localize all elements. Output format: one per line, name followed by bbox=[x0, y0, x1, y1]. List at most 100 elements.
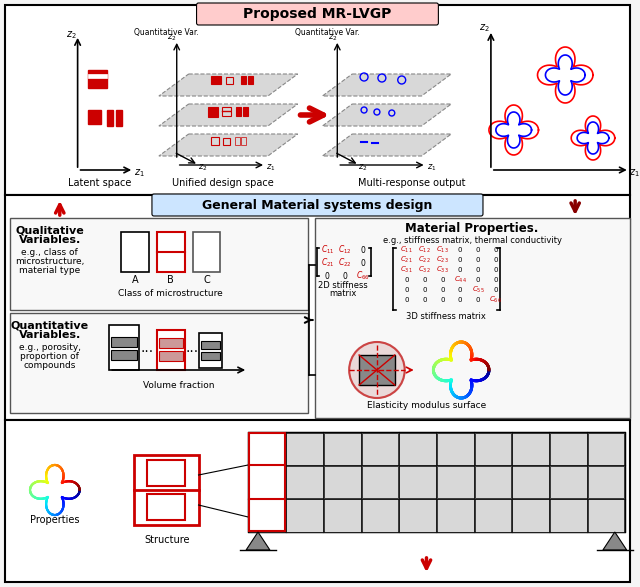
Bar bbox=[211, 137, 220, 145]
Bar bbox=[359, 355, 395, 385]
Bar bbox=[88, 110, 101, 124]
Text: $z_1$: $z_1$ bbox=[266, 163, 276, 173]
Bar bbox=[437, 466, 474, 498]
Polygon shape bbox=[323, 104, 451, 126]
Polygon shape bbox=[323, 134, 451, 156]
Bar bbox=[5, 420, 630, 582]
Bar bbox=[399, 499, 436, 531]
Text: 0: 0 bbox=[404, 297, 409, 303]
Bar bbox=[588, 466, 624, 498]
Text: Proposed MR-LVGP: Proposed MR-LVGP bbox=[243, 7, 392, 21]
Text: Latent space: Latent space bbox=[68, 178, 131, 188]
Text: 0: 0 bbox=[493, 287, 498, 293]
Bar bbox=[159, 351, 182, 361]
Text: $C_{12}$: $C_{12}$ bbox=[418, 245, 431, 255]
Text: 0: 0 bbox=[440, 297, 445, 303]
Text: Quantitative Var.: Quantitative Var. bbox=[295, 28, 360, 36]
Text: $C_{66}$: $C_{66}$ bbox=[490, 295, 502, 305]
Text: 0: 0 bbox=[343, 272, 348, 281]
Text: 0: 0 bbox=[422, 287, 427, 293]
Text: 0: 0 bbox=[458, 247, 463, 253]
Bar bbox=[588, 433, 624, 465]
Text: ...: ... bbox=[140, 341, 154, 355]
Text: ...: ... bbox=[185, 341, 198, 355]
Polygon shape bbox=[159, 134, 298, 156]
Bar bbox=[588, 499, 624, 531]
Text: 0: 0 bbox=[325, 272, 330, 281]
Text: General Material systems design: General Material systems design bbox=[202, 198, 433, 211]
Bar bbox=[324, 433, 360, 465]
Bar bbox=[324, 499, 360, 531]
Bar bbox=[437, 499, 474, 531]
Text: 0: 0 bbox=[493, 257, 498, 263]
Text: $C_{22}$: $C_{22}$ bbox=[418, 255, 431, 265]
Bar bbox=[399, 433, 436, 465]
Bar bbox=[316, 218, 630, 418]
Bar bbox=[227, 77, 233, 84]
Text: $C_{44}$: $C_{44}$ bbox=[454, 275, 467, 285]
Text: material type: material type bbox=[19, 265, 81, 275]
Text: 0: 0 bbox=[458, 257, 463, 263]
Bar bbox=[159, 338, 182, 348]
Text: 0: 0 bbox=[493, 247, 498, 253]
Bar bbox=[362, 466, 398, 498]
Text: $z_2$: $z_2$ bbox=[358, 163, 368, 173]
Text: 0: 0 bbox=[422, 277, 427, 283]
Bar bbox=[512, 466, 549, 498]
FancyBboxPatch shape bbox=[152, 194, 483, 216]
Bar bbox=[474, 433, 511, 465]
Bar bbox=[209, 107, 218, 117]
Text: compounds: compounds bbox=[24, 360, 76, 369]
Bar bbox=[198, 333, 222, 368]
Text: 0: 0 bbox=[458, 297, 463, 303]
Text: 0: 0 bbox=[458, 287, 463, 293]
Text: 0: 0 bbox=[404, 277, 409, 283]
Text: 0: 0 bbox=[360, 258, 365, 268]
Bar bbox=[474, 499, 511, 531]
Polygon shape bbox=[246, 532, 270, 550]
Bar bbox=[88, 74, 108, 78]
Text: $C_{21}$: $C_{21}$ bbox=[321, 257, 334, 269]
Bar bbox=[399, 466, 436, 498]
Text: 0: 0 bbox=[360, 245, 365, 255]
Text: proportion of: proportion of bbox=[20, 352, 79, 360]
Bar bbox=[157, 330, 185, 370]
Bar bbox=[286, 466, 323, 498]
Bar bbox=[550, 433, 586, 465]
Text: $C_{21}$: $C_{21}$ bbox=[401, 255, 413, 265]
Text: e.g., porosity,: e.g., porosity, bbox=[19, 342, 81, 352]
Text: 0: 0 bbox=[476, 257, 480, 263]
Text: matrix: matrix bbox=[330, 288, 357, 298]
Bar bbox=[211, 76, 221, 84]
Circle shape bbox=[349, 342, 404, 398]
Bar bbox=[324, 466, 360, 498]
Text: $C_{31}$: $C_{31}$ bbox=[401, 265, 413, 275]
Bar bbox=[243, 107, 248, 116]
Text: $z_1$: $z_1$ bbox=[134, 167, 145, 179]
Bar bbox=[249, 433, 285, 531]
Text: Quantitative: Quantitative bbox=[11, 320, 89, 330]
Bar bbox=[474, 466, 511, 498]
Bar bbox=[5, 195, 630, 420]
Text: Class of microstructure: Class of microstructure bbox=[118, 288, 223, 298]
Bar bbox=[241, 76, 246, 84]
Text: Variables.: Variables. bbox=[19, 330, 81, 340]
Bar bbox=[134, 455, 198, 525]
Text: $C_{33}$: $C_{33}$ bbox=[436, 265, 449, 275]
Bar bbox=[108, 110, 113, 126]
Text: Quantitative Var.: Quantitative Var. bbox=[134, 28, 199, 36]
Text: $z_2$: $z_2$ bbox=[167, 33, 177, 43]
Polygon shape bbox=[323, 74, 451, 96]
Text: e.g., class of: e.g., class of bbox=[22, 248, 78, 257]
Text: 0: 0 bbox=[476, 297, 480, 303]
Text: 0: 0 bbox=[476, 277, 480, 283]
Bar bbox=[111, 337, 137, 347]
Bar bbox=[157, 232, 185, 272]
Bar bbox=[286, 499, 323, 531]
Text: C: C bbox=[203, 275, 210, 285]
Bar bbox=[248, 466, 285, 498]
Text: $z_2$: $z_2$ bbox=[479, 22, 490, 34]
Text: microstructure,: microstructure, bbox=[15, 257, 84, 265]
Text: $C_{66}$: $C_{66}$ bbox=[356, 270, 370, 282]
Text: 0: 0 bbox=[440, 287, 445, 293]
